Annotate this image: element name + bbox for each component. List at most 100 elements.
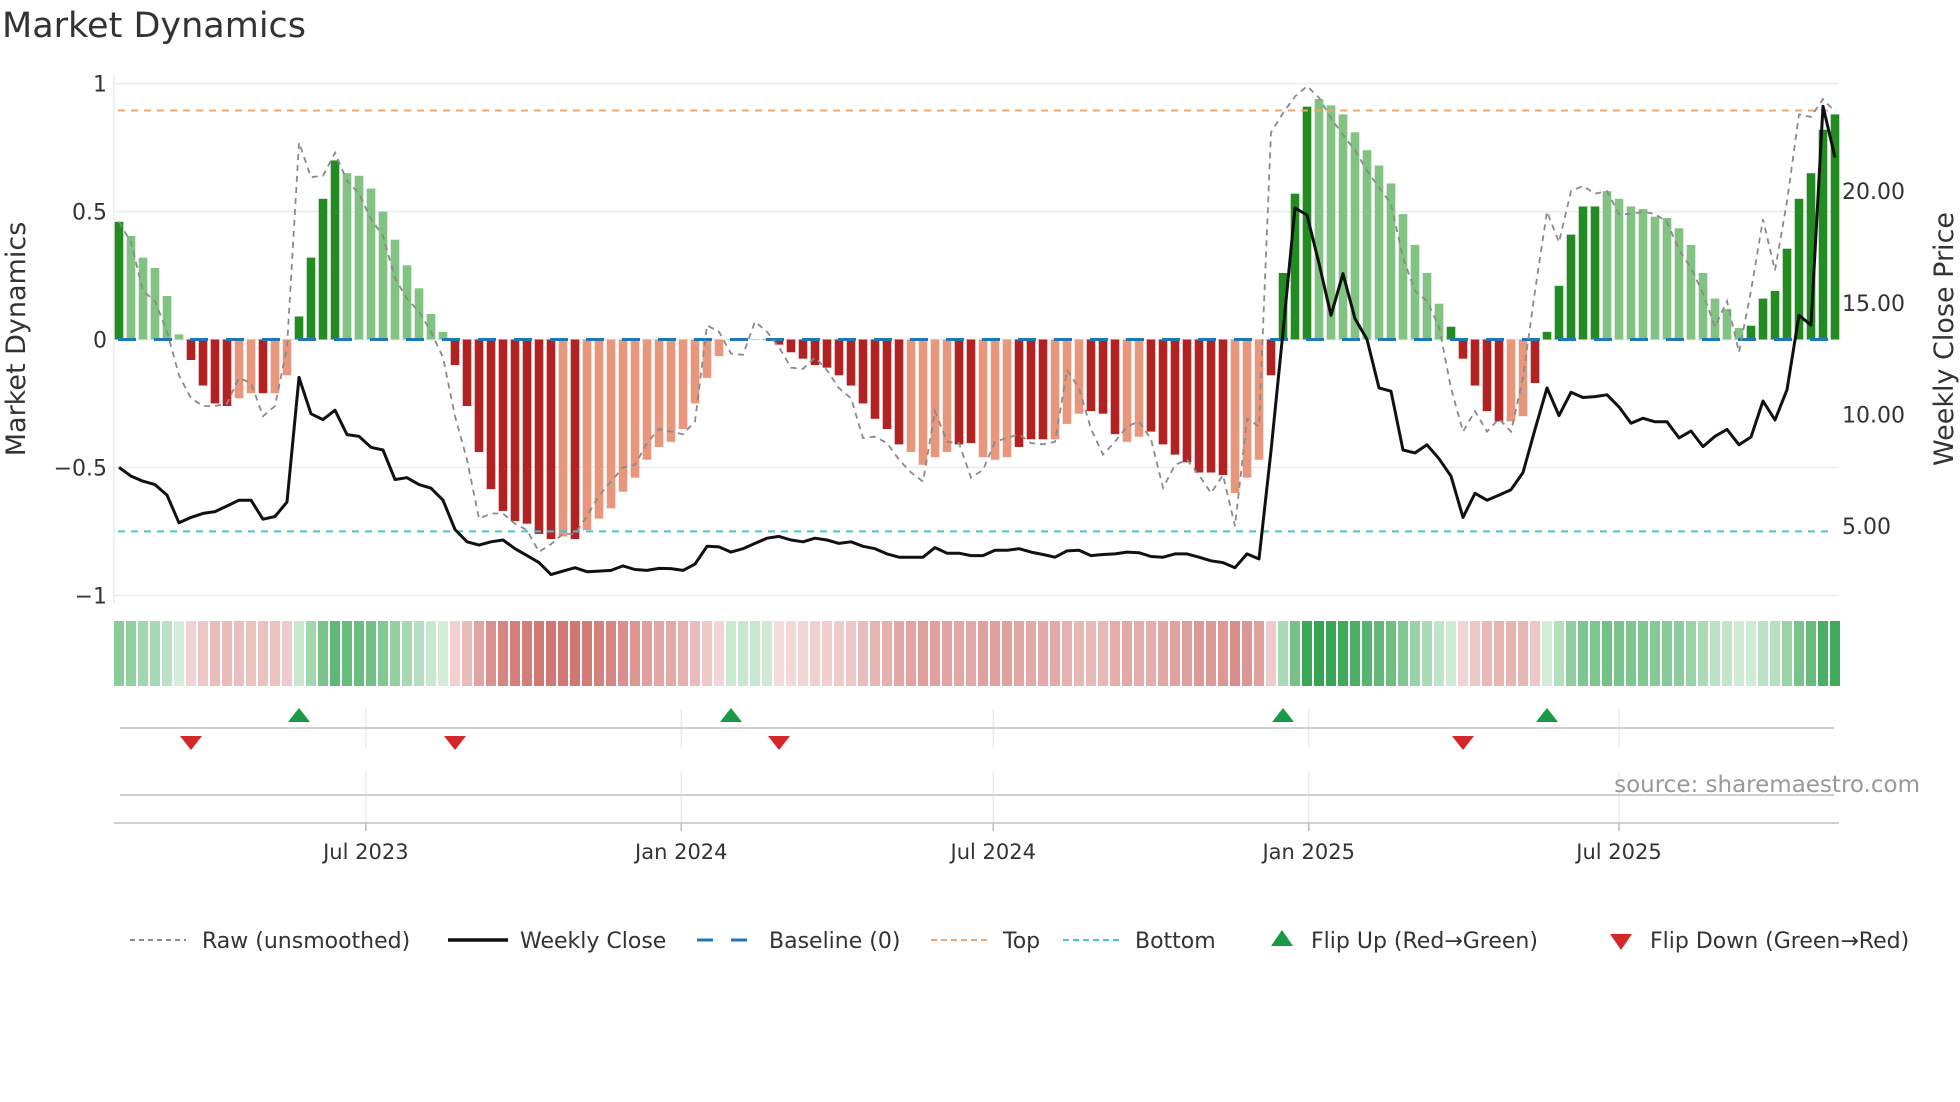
heat-strip-cell [882,621,892,686]
heat-strip-cell [786,621,796,686]
heat-strip-cell [1518,621,1528,686]
heat-strip-cell [738,621,748,686]
momentum-bar [1098,339,1108,414]
momentum-bar [1314,99,1324,340]
heat-strip-cell [1746,621,1756,686]
heat-strip-cell [1350,621,1360,686]
momentum-bar [1494,339,1504,422]
momentum-bar [342,173,352,340]
heat-strip-cell [270,621,280,686]
heat-strip-cell [1674,621,1684,686]
legend-item-flip_up: Flip Up (Red→Green) [1271,929,1538,954]
heat-strip-cell [186,621,196,686]
momentum-bar [1554,285,1564,340]
momentum-bar [1206,339,1216,473]
momentum-bar [234,339,244,399]
y-axis-label: Market Dynamics [1,222,32,457]
heat-strip-cell [1734,621,1744,686]
heat-strip-cell [138,621,148,686]
momentum-bar [486,339,496,490]
x-tick-label: Jan 2025 [1260,840,1355,864]
legend-label: Baseline (0) [769,929,900,954]
heat-strip-cell [1590,621,1600,686]
heat-strip-cell [990,621,1000,686]
momentum-bar [1026,339,1036,440]
heat-strip-cell [654,621,664,686]
momentum-bar [1746,325,1756,340]
momentum-bar [438,331,448,340]
momentum-bar [666,339,676,442]
momentum-bar [1338,114,1348,340]
momentum-bar [1818,129,1828,340]
heat-strip-cell [1602,621,1612,686]
momentum-bar [1590,206,1600,340]
flip-down-marker [768,736,790,750]
heat-strip-cell [1710,621,1720,686]
momentum-bar [1146,339,1156,432]
heat-strip-cell [798,621,808,686]
momentum-bar [930,339,940,458]
heat-strip-cell [474,621,484,686]
momentum-bar [774,339,784,345]
heat-strip-cell [558,621,568,686]
momentum-bar [1698,272,1708,340]
momentum-bar [1086,339,1096,412]
heat-strip-cell [1806,621,1816,686]
momentum-bar [822,339,832,368]
flip-down-marker [1452,736,1474,750]
heat-strip-cell [1014,621,1024,686]
heat-strip-cell [354,621,364,686]
legend-flip-down-icon [1610,934,1632,950]
flip-down-marker [444,736,466,750]
heat-strip-cell [486,621,496,686]
heat-strip-cell [1398,621,1408,686]
momentum-bar [126,235,136,340]
legend-label: Bottom [1135,929,1216,954]
momentum-bar [594,339,604,519]
heat-strip-cell [198,621,208,686]
heat-strip-cell [1074,621,1084,686]
heat-strip-cell [570,621,580,686]
legend-item-top: Top [931,929,1040,954]
flip-up-marker [1536,708,1558,722]
momentum-bar [150,267,160,340]
heat-strip-cell [690,621,700,686]
momentum-bar [1014,339,1024,447]
momentum-bar [1626,206,1636,340]
heat-strip-cell [1386,621,1396,686]
momentum-bar [306,257,316,340]
heat-strip-cell [822,621,832,686]
heat-strip-cell [942,621,952,686]
heat-strip-cell [402,621,412,686]
momentum-bar [498,339,508,511]
heat-strip-cell [1314,621,1324,686]
momentum-bar [462,339,472,407]
momentum-bar [630,339,640,478]
momentum-bar [270,339,280,394]
momentum-bar [1806,173,1816,340]
momentum-bar [210,339,220,404]
heat-strip-cell [1002,621,1012,686]
x-tick-label: Jul 2025 [1574,840,1661,864]
heat-strip-cell [1230,621,1240,686]
heat-strip-cell [330,621,340,686]
heat-strip-cell [1158,621,1168,686]
momentum-bar [1362,150,1372,340]
heat-strip-cell [390,621,400,686]
heat-strip-cell [810,621,820,686]
heat-strip-cell [1530,621,1540,686]
heat-strip-cell [1494,621,1504,686]
heat-strip-cell [1446,621,1456,686]
x-tick-label: Jul 2024 [949,840,1036,864]
heat-strip-cell [318,621,328,686]
momentum-bar [1638,209,1648,340]
heat-strip-cell [282,621,292,686]
momentum-bar [942,339,952,453]
momentum-bar [978,339,988,458]
momentum-bar [1266,339,1276,376]
momentum-bar [1170,339,1180,455]
momentum-bar [654,339,664,447]
heat-strip-cell [1458,621,1468,686]
y-tick-label: 0 [93,329,107,354]
